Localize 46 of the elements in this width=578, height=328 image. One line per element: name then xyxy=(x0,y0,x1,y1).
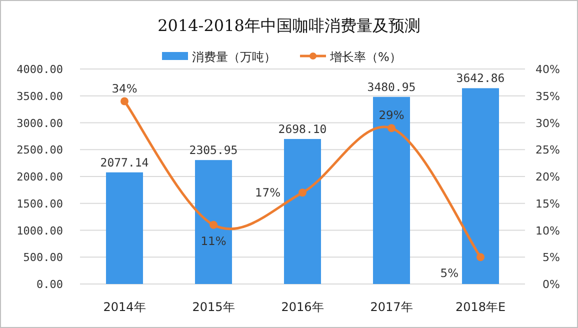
y-tick-label: 3000.00 xyxy=(16,116,63,130)
data-label: 2698.10 xyxy=(278,122,327,136)
y-tick-label: 0.00 xyxy=(36,278,63,291)
data-label: 3480.95 xyxy=(367,80,416,94)
legend-label: 增长率（%） xyxy=(329,50,402,64)
y2-tick-label: 40% xyxy=(536,63,560,76)
bar xyxy=(195,160,232,284)
x-tick-label: 2017年 xyxy=(370,300,413,314)
x-tick-label: 2015年 xyxy=(192,300,235,314)
data-label: 34% xyxy=(112,81,138,96)
data-label: 2305.95 xyxy=(189,143,238,158)
x-tick-label: 2018年E xyxy=(455,300,506,314)
data-label: 2077.14 xyxy=(100,155,149,170)
y-tick-label: 1000.00 xyxy=(16,224,63,238)
y2-tick-label: 5% xyxy=(542,251,560,264)
bar xyxy=(373,96,410,284)
y2-tick-label: 30% xyxy=(536,116,560,130)
data-label: 3642.86 xyxy=(456,71,505,86)
point xyxy=(210,220,218,229)
y-tick-label: 1500.00 xyxy=(16,197,63,210)
y-tick-label: 500.00 xyxy=(23,251,63,264)
y2-tick-label: 15% xyxy=(536,197,560,210)
point xyxy=(476,253,484,262)
y2-tick-label: 20% xyxy=(536,170,560,184)
data-label: 17% xyxy=(254,186,281,200)
data-label: 11% xyxy=(200,234,226,248)
y2-tick-label: 25% xyxy=(536,144,560,157)
y2-tick-label: 35% xyxy=(536,90,560,103)
y2-tick-label: 10% xyxy=(536,224,560,238)
legend-label: 消费量（万吨） xyxy=(192,50,276,64)
bar xyxy=(284,138,321,284)
data-label: 5% xyxy=(440,266,459,280)
y-tick-label: 2500.00 xyxy=(16,144,63,157)
point xyxy=(298,188,306,197)
data-label: 29% xyxy=(378,108,404,122)
point xyxy=(120,97,128,106)
y-tick-label: 2000.00 xyxy=(16,170,63,184)
point xyxy=(388,124,396,132)
bar xyxy=(462,88,499,284)
chart-title: 2014-2018年中国咖啡消费量及预测 xyxy=(158,16,420,35)
y2-tick-label: 0% xyxy=(542,278,560,291)
y-tick-label: 4000.00 xyxy=(16,63,63,76)
x-tick-label: 2016年 xyxy=(281,300,324,314)
y-tick-label: 3500.00 xyxy=(16,90,63,103)
x-tick-label: 2014年 xyxy=(103,300,146,314)
bar xyxy=(106,172,143,284)
